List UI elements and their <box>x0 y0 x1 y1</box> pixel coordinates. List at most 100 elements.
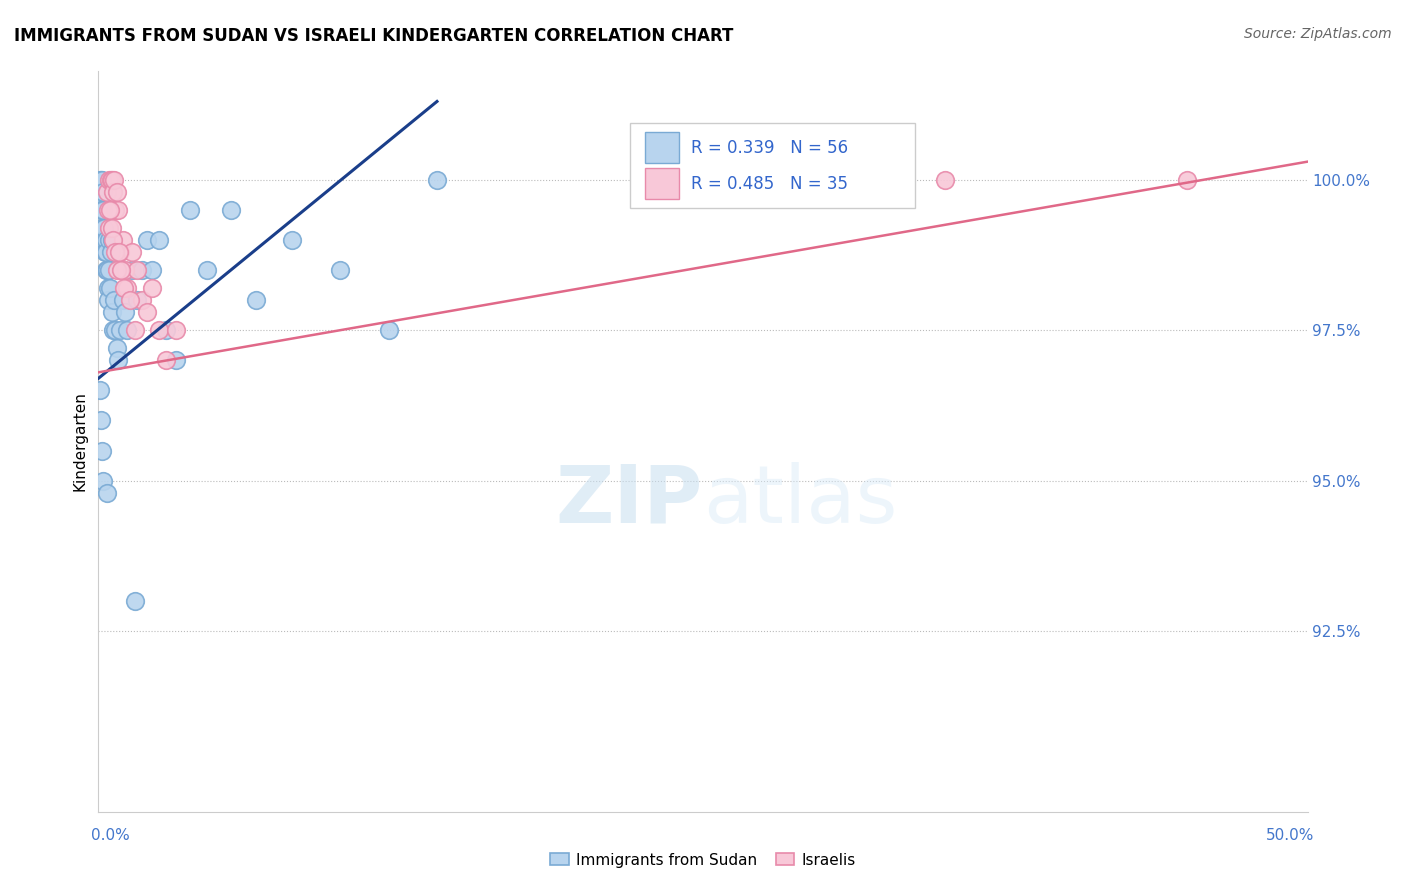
Point <box>107 353 129 368</box>
Text: IMMIGRANTS FROM SUDAN VS ISRAELI KINDERGARTEN CORRELATION CHART: IMMIGRANTS FROM SUDAN VS ISRAELI KINDERG… <box>14 27 734 45</box>
Point <box>94 244 117 259</box>
Point <box>98 263 121 277</box>
Point <box>91 172 114 186</box>
Point <box>155 323 177 337</box>
Point <box>89 185 111 199</box>
Point <box>90 220 112 235</box>
Point <box>103 293 125 307</box>
Point <box>104 323 127 337</box>
Point <box>104 244 127 259</box>
Point <box>90 202 112 217</box>
Point <box>105 185 128 199</box>
Point <box>135 305 157 319</box>
Point <box>97 233 120 247</box>
Point <box>141 263 163 277</box>
Point <box>98 202 121 217</box>
Point <box>377 323 399 337</box>
Point <box>165 353 187 368</box>
Point <box>118 293 141 307</box>
Point <box>148 233 170 247</box>
Point <box>97 220 120 235</box>
Point <box>108 244 131 259</box>
Point <box>114 305 136 319</box>
Point <box>101 305 124 319</box>
Text: 0.0%: 0.0% <box>91 828 131 843</box>
FancyBboxPatch shape <box>630 123 915 209</box>
Text: R = 0.485   N = 35: R = 0.485 N = 35 <box>690 175 848 193</box>
Point <box>121 244 143 259</box>
Point <box>110 263 132 277</box>
Point <box>96 185 118 199</box>
Point <box>89 196 111 211</box>
Point <box>98 172 121 186</box>
Point <box>90 413 112 427</box>
Point <box>101 323 124 337</box>
Point <box>101 185 124 199</box>
Point <box>934 172 956 186</box>
Point <box>155 353 177 368</box>
Point <box>108 244 131 259</box>
Point <box>117 281 139 295</box>
Point <box>94 263 117 277</box>
Point <box>165 323 187 337</box>
Point <box>141 281 163 295</box>
Point <box>179 202 201 217</box>
Point <box>90 443 112 458</box>
Point <box>281 233 304 247</box>
Point <box>124 323 146 337</box>
Point <box>195 263 218 277</box>
Text: 50.0%: 50.0% <box>1267 828 1315 843</box>
Point <box>111 233 134 247</box>
Point <box>131 293 153 307</box>
Point <box>91 474 114 488</box>
Point <box>114 263 136 277</box>
Point <box>91 233 114 247</box>
Point <box>91 202 114 217</box>
Point <box>245 293 267 307</box>
Text: ZIP: ZIP <box>555 462 703 540</box>
Point <box>96 263 118 277</box>
Point <box>148 323 170 337</box>
Point <box>117 323 139 337</box>
Point <box>100 244 122 259</box>
Point <box>89 384 111 398</box>
Text: atlas: atlas <box>703 462 897 540</box>
Point <box>100 220 122 235</box>
FancyBboxPatch shape <box>645 169 679 200</box>
Point <box>89 172 111 186</box>
Point <box>105 341 128 355</box>
Text: Source: ZipAtlas.com: Source: ZipAtlas.com <box>1244 27 1392 41</box>
Legend: Immigrants from Sudan, Israelis: Immigrants from Sudan, Israelis <box>544 847 862 873</box>
Point <box>105 263 128 277</box>
Point <box>111 293 134 307</box>
Point <box>107 202 129 217</box>
Point <box>329 263 352 277</box>
Point <box>100 172 122 186</box>
Point <box>103 172 125 186</box>
Point <box>221 202 243 217</box>
Point <box>103 233 125 247</box>
Point <box>100 172 122 186</box>
Point <box>98 281 121 295</box>
Point <box>108 323 131 337</box>
Point <box>97 281 120 295</box>
Point <box>97 202 120 217</box>
Point <box>93 233 115 247</box>
Text: R = 0.339   N = 56: R = 0.339 N = 56 <box>690 138 848 157</box>
Point <box>135 233 157 247</box>
Point <box>426 172 449 186</box>
Point <box>127 293 149 307</box>
FancyBboxPatch shape <box>645 132 679 163</box>
Point <box>96 485 118 500</box>
Point <box>100 233 122 247</box>
Y-axis label: Kindergarten: Kindergarten <box>72 392 87 491</box>
Point <box>90 172 112 186</box>
Point <box>112 281 135 295</box>
Point <box>93 220 115 235</box>
Point <box>94 233 117 247</box>
Point <box>1175 172 1198 186</box>
Point <box>124 594 146 608</box>
Point <box>127 263 149 277</box>
Point <box>91 185 114 199</box>
Point <box>97 293 120 307</box>
